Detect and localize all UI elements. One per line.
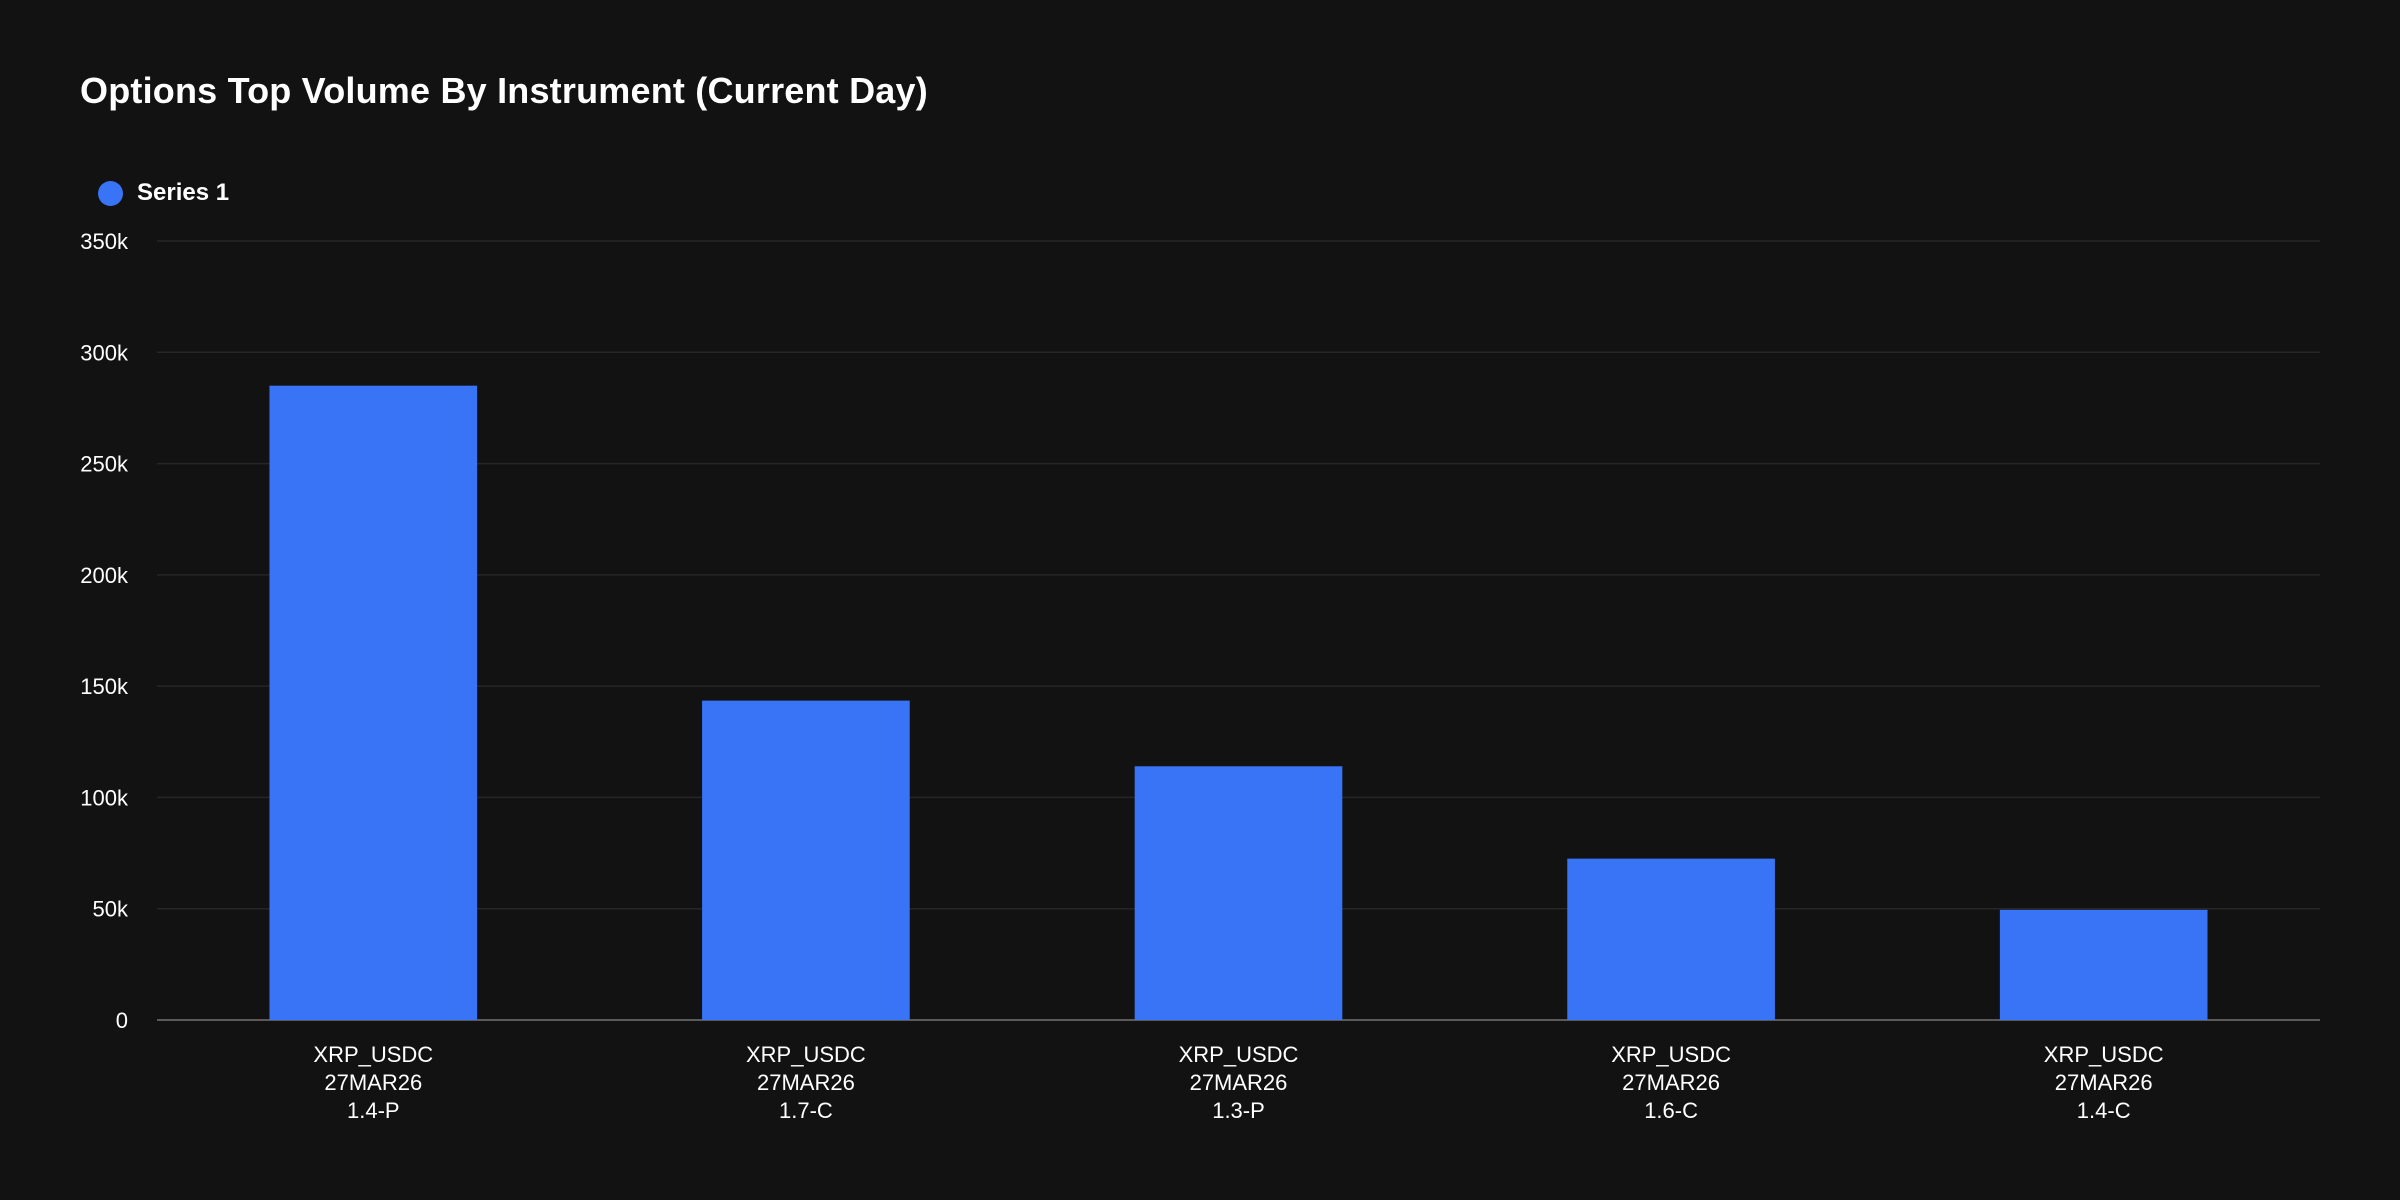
x-tick-label: XRP_USDC	[746, 1042, 866, 1067]
x-tick-label: 1.3-P	[1212, 1098, 1265, 1123]
x-tick-label: 1.4-P	[347, 1098, 400, 1123]
y-tick-label: 200k	[80, 563, 129, 588]
x-tick-label: XRP_USDC	[1179, 1042, 1299, 1067]
legend-label: Series 1	[137, 179, 230, 206]
bar[interactable]	[1567, 858, 1775, 1020]
x-tick-label: 27MAR26	[2055, 1070, 2153, 1095]
y-tick-label: 350k	[80, 229, 129, 254]
y-tick-label: 100k	[80, 785, 129, 810]
x-tick-label: 1.7-C	[779, 1098, 833, 1123]
bar[interactable]	[1134, 766, 1343, 1020]
y-tick-label: 50k	[93, 897, 129, 922]
y-axis: 0 50k 100k 150k 200k 250k 300k 350k	[80, 229, 129, 1033]
x-axis: XRP_USDC 27MAR26 1.4-P XRP_USDC 27MAR26 1.7-C…	[313, 1042, 2163, 1123]
y-tick-label: 150k	[80, 674, 129, 699]
x-tick-label: 1.6-C	[1644, 1098, 1698, 1123]
y-tick-label: 0	[116, 1008, 128, 1033]
bars	[269, 385, 2208, 1021]
bar[interactable]	[1999, 909, 2208, 1020]
chart-legend[interactable]: Series 1	[98, 178, 229, 208]
bar[interactable]	[702, 700, 910, 1020]
x-tick-label: 27MAR26	[324, 1070, 422, 1095]
legend-swatch	[98, 180, 123, 206]
y-tick-label: 300k	[80, 340, 129, 365]
chart-title: Options Top Volume By Instrument (Curren…	[80, 70, 928, 111]
x-tick-label: 27MAR26	[1190, 1070, 1288, 1095]
x-tick-label: 27MAR26	[1622, 1070, 1720, 1095]
y-tick-label: 250k	[80, 452, 129, 477]
x-tick-label: XRP_USDC	[2044, 1042, 2164, 1067]
x-tick-label: 27MAR26	[757, 1070, 855, 1095]
x-tick-label: 1.4-C	[2077, 1098, 2131, 1123]
bar[interactable]	[269, 385, 478, 1021]
x-tick-label: XRP_USDC	[1611, 1042, 1731, 1067]
x-tick-label: XRP_USDC	[313, 1042, 433, 1067]
